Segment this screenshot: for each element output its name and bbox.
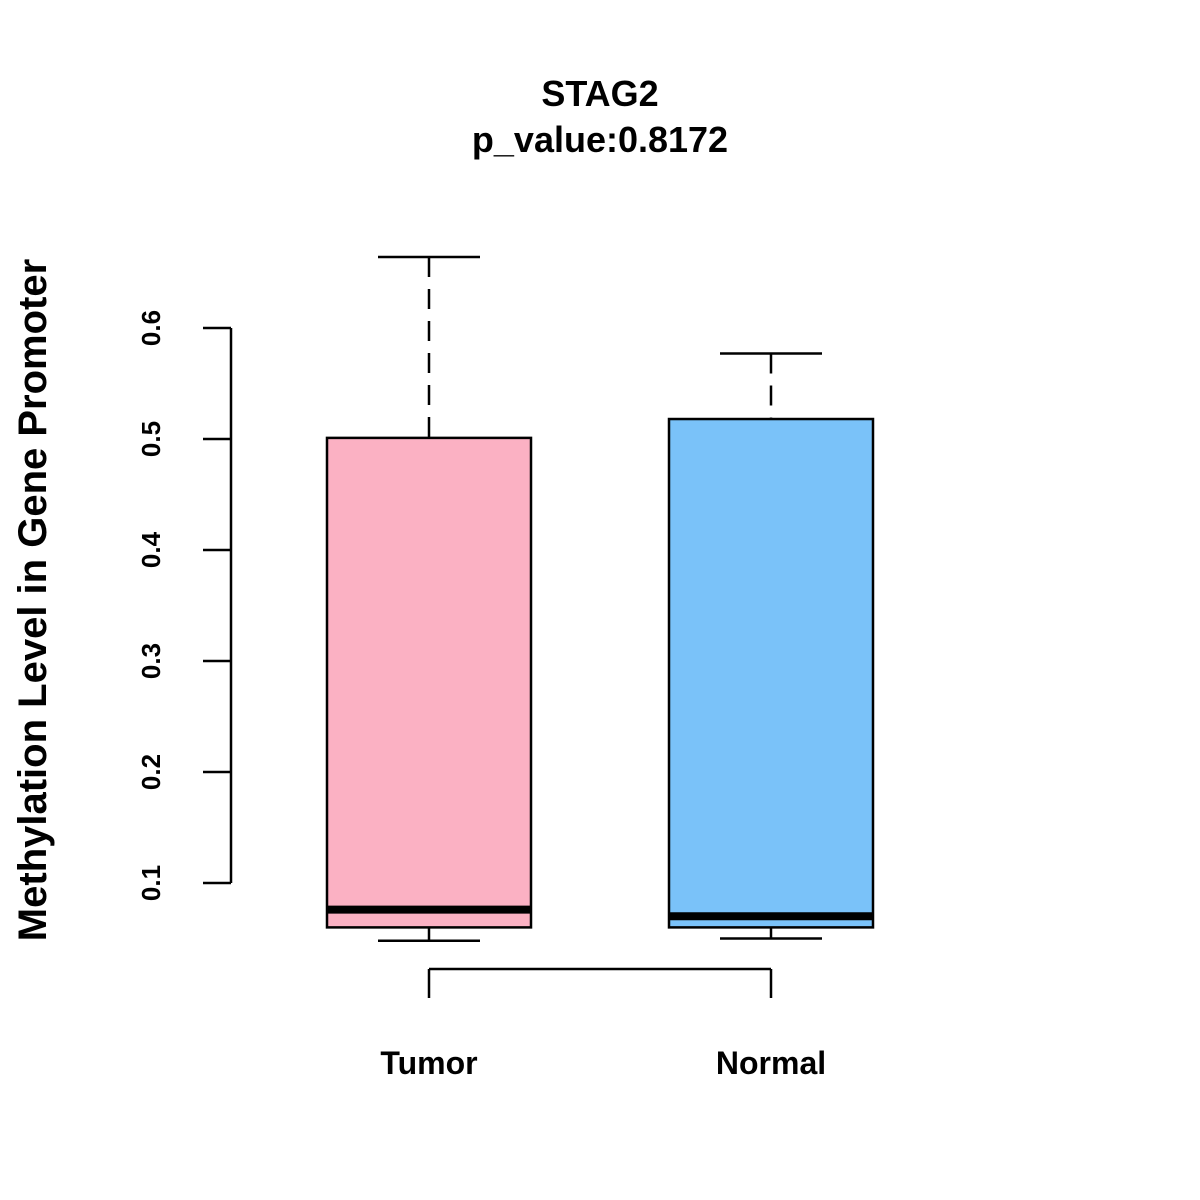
y-axis: 0.1 0.2 0.3 0.4 0.5 0.6 <box>136 310 233 901</box>
x-category-label: Tumor <box>380 1045 477 1081</box>
y-tick-label: 0.5 <box>136 421 166 457</box>
y-tick-label: 0.4 <box>136 531 166 568</box>
chart-title: STAG2 <box>541 73 658 114</box>
chart-subtitle: p_value:0.8172 <box>472 119 728 160</box>
y-axis-label: Methylation Level in Gene Promoter <box>11 259 55 941</box>
y-tick-label: 0.2 <box>136 754 166 790</box>
box-body <box>667 417 875 929</box>
y-tick-label: 0.6 <box>136 310 166 346</box>
y-tick-label: 0.3 <box>136 643 166 679</box>
y-tick-label: 0.1 <box>136 865 166 901</box>
x-category-label: Normal <box>716 1045 826 1081</box>
box-normal <box>667 352 875 940</box>
box-body <box>325 436 533 929</box>
boxes-group <box>325 255 875 942</box>
x-axis-labels: Tumor Normal <box>380 1045 826 1081</box>
comparison-bracket <box>427 967 773 998</box>
box-tumor <box>325 255 533 942</box>
